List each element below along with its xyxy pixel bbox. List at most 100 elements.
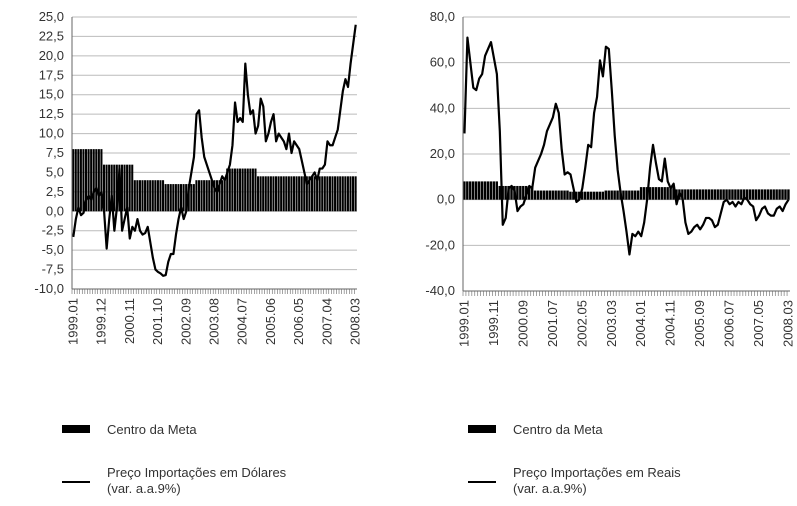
legend-label: Preço Importações em Reais (var. a.a.9%) (513, 465, 681, 496)
bar (527, 185, 531, 200)
bar (200, 180, 203, 212)
bar (226, 168, 229, 212)
bar (586, 191, 590, 200)
bar (566, 190, 569, 200)
bar (149, 180, 152, 212)
bar (305, 176, 308, 212)
bar (743, 189, 746, 200)
legend-swatch (468, 425, 496, 433)
x-tick-label: 2006.05 (291, 298, 306, 345)
bar (144, 180, 147, 212)
bar (87, 149, 90, 212)
bar (760, 189, 764, 200)
bar (290, 176, 293, 212)
bar (707, 189, 711, 200)
bar (533, 190, 537, 200)
bar (480, 181, 484, 200)
bar (492, 181, 496, 200)
bar (616, 190, 619, 200)
bar (74, 149, 77, 212)
bar (610, 190, 613, 200)
bar (321, 176, 324, 212)
bar (102, 164, 106, 212)
bar (583, 191, 587, 200)
bar (542, 190, 546, 200)
bar (713, 189, 717, 200)
bar (613, 190, 616, 200)
bar (628, 190, 631, 200)
bar (354, 176, 357, 212)
bar (598, 191, 602, 200)
bar (292, 176, 296, 212)
bar (82, 149, 85, 212)
bar (208, 180, 211, 212)
bar (218, 180, 221, 212)
bar (634, 190, 637, 200)
y-tick-label: 17,5 (39, 67, 64, 82)
bar (257, 176, 260, 212)
bar (731, 189, 734, 200)
legend-label: Centro da Meta (513, 422, 603, 437)
bar (244, 168, 247, 212)
bar (115, 164, 118, 212)
bar (639, 187, 643, 200)
x-tick-label: 1999.01 (456, 300, 471, 347)
bar (303, 176, 306, 212)
bar (285, 176, 288, 212)
y-tick-label: 15,0 (39, 87, 64, 102)
bar (734, 189, 737, 200)
x-tick-label: 2006.07 (722, 300, 737, 347)
bar (210, 180, 213, 212)
bar (636, 190, 640, 200)
bar (607, 190, 610, 200)
y-tick-label: 20,0 (39, 48, 64, 63)
x-tick-label: 2007.05 (751, 300, 766, 347)
bar (669, 187, 672, 200)
bar (162, 180, 165, 212)
bar (172, 184, 175, 212)
bar (251, 168, 254, 212)
bar (625, 190, 628, 200)
bar (745, 189, 749, 200)
x-tick-label: 2004.01 (633, 300, 648, 347)
bar (489, 181, 493, 200)
bar (100, 149, 103, 212)
bar (719, 189, 722, 200)
bar (223, 180, 226, 212)
bar (141, 180, 144, 212)
line (463, 36, 790, 256)
bar (182, 184, 185, 212)
bar (344, 176, 347, 212)
bar (313, 176, 316, 212)
y-tick-label: 2,5 (46, 184, 64, 199)
bar (233, 168, 236, 212)
bar (648, 187, 652, 200)
bar (146, 180, 149, 212)
bar (687, 189, 690, 200)
bar (310, 176, 314, 212)
bar (560, 190, 563, 200)
bar (595, 191, 599, 200)
bar (128, 164, 131, 212)
y-tick-label: -10,0 (34, 281, 64, 296)
bar (754, 189, 758, 200)
y-tick-label: 5,0 (46, 164, 64, 179)
bar (126, 164, 129, 212)
bar (269, 176, 272, 212)
bar (203, 180, 206, 212)
bar (267, 176, 270, 212)
legend-label: Preço Importações em Dólares (var. a.a.9… (107, 465, 287, 496)
bar (539, 190, 543, 200)
bar (740, 189, 743, 200)
bar (154, 180, 157, 212)
bar (728, 189, 731, 200)
bar (123, 164, 126, 212)
bar (221, 180, 224, 212)
y-tick-label: 22,5 (39, 28, 64, 43)
bar (192, 184, 195, 212)
bar (164, 184, 167, 212)
legend-label: Centro da Meta (107, 422, 197, 437)
bar (349, 176, 352, 212)
y-tick-label: 60,0 (430, 55, 455, 70)
y-tick-label: 80,0 (430, 9, 455, 24)
